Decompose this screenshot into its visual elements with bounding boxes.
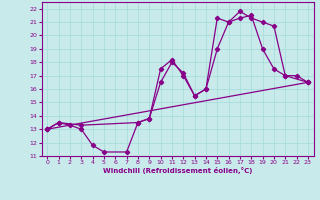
X-axis label: Windchill (Refroidissement éolien,°C): Windchill (Refroidissement éolien,°C) xyxy=(103,167,252,174)
